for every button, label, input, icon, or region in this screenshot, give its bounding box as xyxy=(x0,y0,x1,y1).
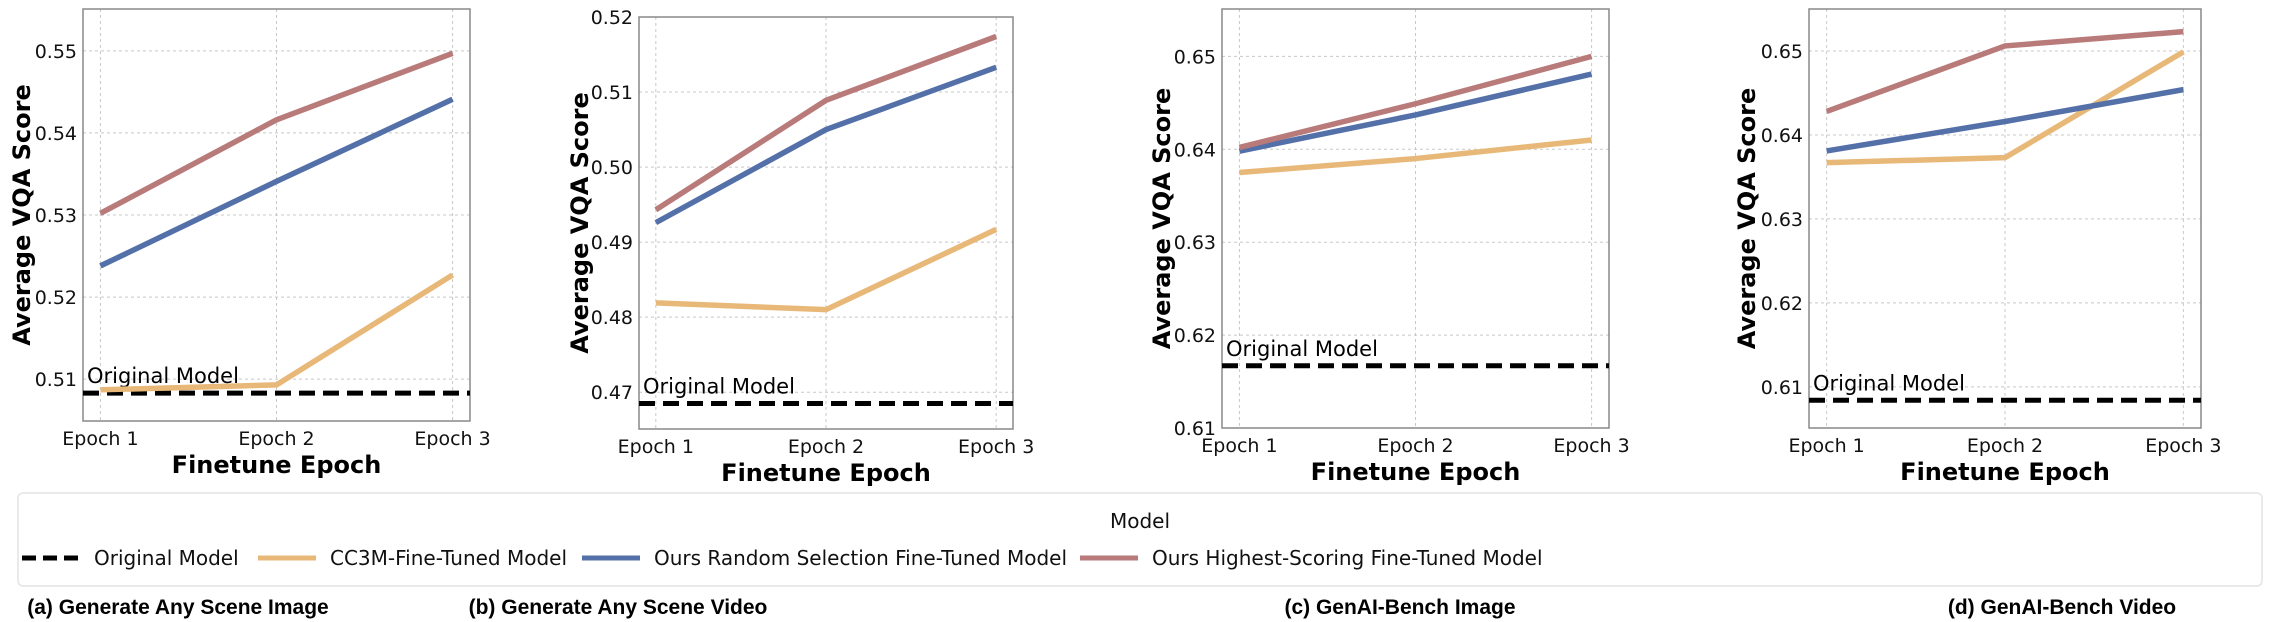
x-tick-label: Epoch 2 xyxy=(1377,435,1453,457)
legend-title: Model xyxy=(1110,509,1170,533)
panel-caption: (c) GenAI-Bench Image xyxy=(1284,596,1515,619)
y-tick-label: 0.65 xyxy=(1761,41,1803,63)
plot-frame xyxy=(1221,8,1610,429)
legend-entry: CC3M-Fine-Tuned Model xyxy=(258,546,567,570)
legend-label: Ours Random Selection Fine-Tuned Model xyxy=(654,546,1067,570)
baseline-annotation: Original Model xyxy=(643,374,795,398)
x-tick-label: Epoch 1 xyxy=(618,436,694,458)
y-tick-label: 0.52 xyxy=(591,7,633,29)
x-tick-label: Epoch 2 xyxy=(1967,435,2043,457)
series-line-ours-highest-scoring-fine-tuned-model xyxy=(654,33,998,213)
x-axis-label: Finetune Epoch xyxy=(1311,458,1521,486)
x-tick-label: Epoch 2 xyxy=(788,436,864,458)
y-tick-label: 0.51 xyxy=(591,82,633,104)
panel-caption: (d) GenAI-Bench Video xyxy=(1948,596,2176,619)
chart-panel-b: 0.47 0.48 0.49 0.50 0.51 0.52 Epoch 1 Epoch 2 Ep… xyxy=(469,7,1035,619)
legend: Model Original Model CC3M-Fine-Tuned Mode… xyxy=(17,492,2263,587)
y-tick-label: 0.65 xyxy=(1174,46,1216,68)
legend-label: CC3M-Fine-Tuned Model xyxy=(330,546,567,570)
baseline-annotation: Original Model xyxy=(1226,337,1378,361)
x-axis-label: Finetune Epoch xyxy=(1900,458,2110,486)
x-axis-label: Finetune Epoch xyxy=(721,459,931,487)
y-tick-label: 0.47 xyxy=(591,382,633,404)
x-tick-label: Epoch 1 xyxy=(1201,435,1277,457)
legend-entry: Ours Highest-Scoring Fine-Tuned Model xyxy=(1080,546,1543,570)
plot-frame xyxy=(1808,8,2202,429)
y-tick-label: 0.62 xyxy=(1761,293,1803,315)
y-tick-label: 0.62 xyxy=(1174,325,1216,347)
chart-panel-d: 0.61 0.62 0.63 0.64 0.65 Epoch 1 Epoch 2 Epoch … xyxy=(1733,8,2222,619)
legend-entry: Original Model xyxy=(22,546,239,570)
x-tick-label: Epoch 1 xyxy=(1788,435,1864,457)
x-tick-label: Epoch 2 xyxy=(238,428,314,450)
y-tick-label: 0.53 xyxy=(35,205,77,227)
x-tick-label: Epoch 1 xyxy=(62,428,138,450)
x-tick-label: Epoch 3 xyxy=(958,436,1034,458)
y-tick-label: 0.50 xyxy=(591,157,633,179)
chart-panel-c: 0.61 0.62 0.63 0.64 0.65 Epoch 1 Epoch 2 Epoch … xyxy=(1148,8,1630,619)
y-axis-label: Average VQA Score xyxy=(1148,88,1176,350)
legend-frame xyxy=(17,492,2263,587)
x-tick-label: Epoch 3 xyxy=(414,428,490,450)
series-line-ours-random-selection-fine-tuned-model xyxy=(1238,71,1593,154)
y-tick-label: 0.54 xyxy=(35,123,77,145)
legend-label: Original Model xyxy=(94,546,239,570)
y-tick-label: 0.48 xyxy=(591,307,633,329)
plot-frame xyxy=(82,8,471,422)
panel-caption: (a) Generate Any Scene Image xyxy=(27,596,329,619)
y-axis-label: Average VQA Score xyxy=(1733,88,1761,350)
y-tick-label: 0.52 xyxy=(35,287,77,309)
y-tick-label: 0.64 xyxy=(1761,125,1803,147)
y-tick-label: 0.61 xyxy=(1174,418,1216,440)
legend-label: Ours Highest-Scoring Fine-Tuned Model xyxy=(1152,546,1543,570)
y-axis-label: Average VQA Score xyxy=(566,92,594,354)
panel-caption: (b) Generate Any Scene Video xyxy=(469,596,768,619)
y-tick-label: 0.51 xyxy=(35,369,77,391)
y-tick-label: 0.49 xyxy=(591,232,633,254)
y-tick-label: 0.63 xyxy=(1174,232,1216,254)
y-tick-label: 0.55 xyxy=(35,41,77,63)
plot-frame xyxy=(638,16,1014,430)
y-axis-label: Average VQA Score xyxy=(8,84,36,346)
x-tick-label: Epoch 3 xyxy=(1553,435,1629,457)
x-axis-label: Finetune Epoch xyxy=(172,451,382,479)
chart-panel-a: 0.51 0.52 0.53 0.54 0.55 Epoch 1 Epoch 2 Epoch … xyxy=(8,8,491,619)
x-tick-label: Epoch 3 xyxy=(2145,435,2221,457)
y-tick-label: 0.63 xyxy=(1761,209,1803,231)
y-tick-label: 0.61 xyxy=(1761,377,1803,399)
legend-entry: Ours Random Selection Fine-Tuned Model xyxy=(582,546,1067,570)
y-tick-label: 0.64 xyxy=(1174,139,1216,161)
baseline-annotation: Original Model xyxy=(1813,371,1965,395)
